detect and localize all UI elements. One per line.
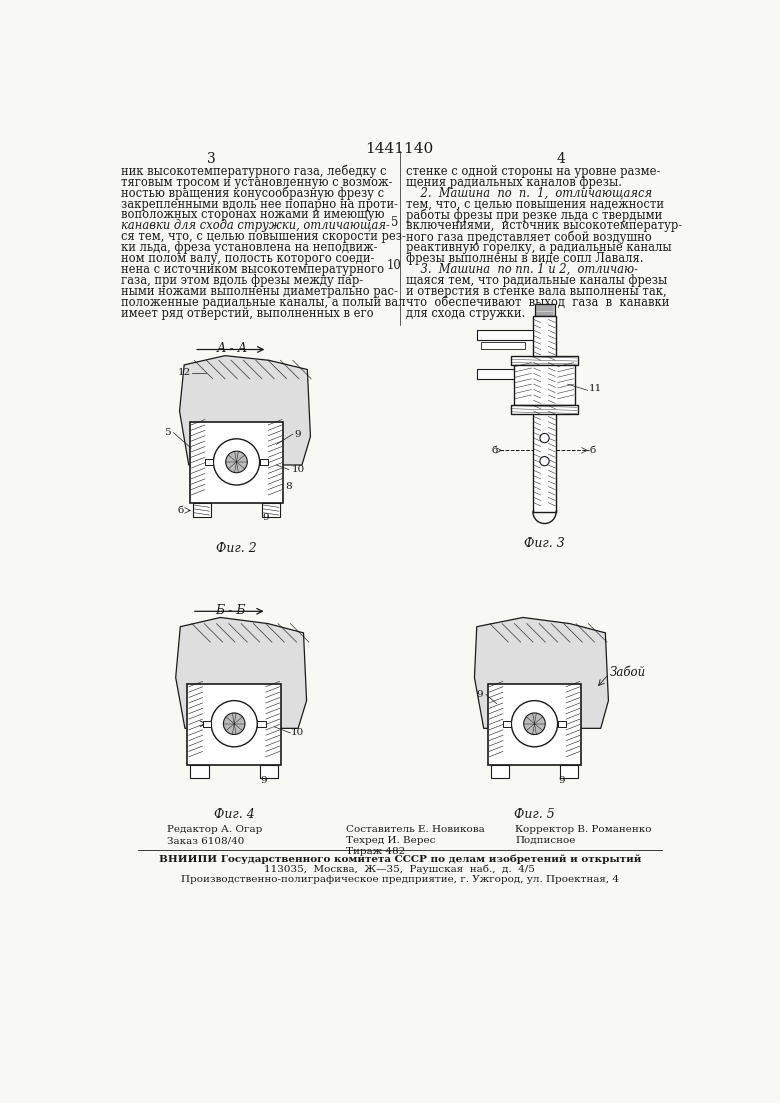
- Circle shape: [214, 439, 260, 485]
- Circle shape: [540, 433, 549, 442]
- Bar: [511, 355, 579, 365]
- Text: для схода стружки.: для схода стружки.: [406, 307, 525, 320]
- Text: 8: 8: [285, 482, 292, 491]
- Text: Подписное: Подписное: [516, 836, 576, 845]
- Text: ся тем, что, с целью повышения скорости рез-: ся тем, что, с целью повышения скорости …: [121, 231, 406, 244]
- Text: 5: 5: [391, 215, 398, 228]
- Text: имеет ряд отверстий, выполненных в его: имеет ряд отверстий, выполненных в его: [121, 307, 374, 320]
- Text: ном полом валу, полость которого соеди-: ном полом валу, полость которого соеди-: [121, 253, 374, 265]
- Text: Фиг. 2: Фиг. 2: [216, 542, 257, 555]
- Circle shape: [211, 700, 257, 747]
- Bar: [257, 720, 266, 727]
- Text: 9: 9: [261, 777, 267, 785]
- Polygon shape: [176, 618, 307, 728]
- Circle shape: [512, 700, 558, 747]
- Bar: [560, 764, 579, 779]
- Bar: [514, 365, 576, 405]
- Text: ностью вращения конусообразную фрезу с: ностью вращения конусообразную фрезу с: [121, 186, 384, 200]
- Text: Фиг. 4: Фиг. 4: [214, 808, 254, 822]
- Bar: [558, 720, 566, 727]
- Text: б: б: [177, 506, 183, 515]
- Text: ник высокотемпературного газа, лебедку с: ник высокотемпературного газа, лебедку с: [121, 164, 387, 179]
- Text: Фиг. 5: Фиг. 5: [514, 808, 555, 822]
- Text: 5: 5: [164, 428, 171, 437]
- Circle shape: [225, 451, 247, 473]
- Bar: [190, 764, 209, 779]
- Text: тем, что, с целью повышения надежности: тем, что, с целью повышения надежности: [406, 197, 664, 211]
- Text: что  обеспечивают  выход  газа  в  канавки: что обеспечивают выход газа в канавки: [406, 296, 669, 309]
- Polygon shape: [474, 618, 608, 728]
- Text: тяговым тросом и установленную с возмож-: тяговым тросом и установленную с возмож-: [121, 175, 392, 189]
- Text: воположных сторонах ножами и имеющую: воположных сторонах ножами и имеющую: [121, 208, 385, 222]
- Circle shape: [540, 457, 549, 465]
- Text: канавки для схода стружки, отличающая-: канавки для схода стружки, отличающая-: [121, 219, 390, 233]
- Text: закрепленными вдоль нее попарно на проти-: закрепленными вдоль нее попарно на проти…: [121, 197, 398, 211]
- Text: ными ножами выполнены диаметрально рас-: ными ножами выполнены диаметрально рас-: [121, 285, 398, 298]
- Text: нена с источником высокотемпературного: нена с источником высокотемпературного: [121, 264, 384, 276]
- Polygon shape: [179, 355, 310, 465]
- Text: стенке с одной стороны на уровне разме-: стенке с одной стороны на уровне разме-: [406, 164, 661, 178]
- Bar: [262, 503, 280, 516]
- Text: 9: 9: [262, 513, 269, 522]
- Text: Б - Б: Б - Б: [215, 603, 246, 617]
- Text: 9: 9: [558, 777, 565, 785]
- Bar: [488, 684, 581, 764]
- Text: Редактор А. Огар: Редактор А. Огар: [167, 825, 263, 834]
- Text: 4: 4: [557, 152, 566, 167]
- Text: 9: 9: [477, 690, 483, 699]
- Bar: [477, 330, 533, 340]
- Text: Заказ 6108/40: Заказ 6108/40: [167, 836, 245, 845]
- Bar: [481, 342, 525, 349]
- Text: ВНИИПИ Государственного комитета СССР по делам изобретений и открытий: ВНИИПИ Государственного комитета СССР по…: [158, 855, 641, 864]
- Bar: [503, 720, 512, 727]
- Bar: [187, 684, 281, 764]
- Text: Техред И. Верес: Техред И. Верес: [346, 836, 435, 845]
- Text: б: б: [491, 446, 498, 454]
- Text: ки льда, фреза установлена на неподвиж-: ки льда, фреза установлена на неподвиж-: [121, 242, 378, 254]
- Bar: [205, 459, 214, 465]
- Text: 12: 12: [178, 368, 191, 377]
- Bar: [203, 720, 211, 727]
- Text: 3.  Машина  по пп. 1 и 2,  отличаю-: 3. Машина по пп. 1 и 2, отличаю-: [406, 264, 638, 276]
- Text: Корректор В. Романенко: Корректор В. Романенко: [516, 825, 652, 834]
- Text: 11: 11: [589, 384, 602, 394]
- Circle shape: [223, 713, 245, 735]
- Text: Тираж 482: Тираж 482: [346, 847, 405, 856]
- Text: 10: 10: [291, 728, 304, 738]
- Text: щаяся тем, что радиальные каналы фрезы: щаяся тем, что радиальные каналы фрезы: [406, 274, 667, 287]
- Bar: [260, 764, 278, 779]
- Text: 9: 9: [295, 430, 301, 439]
- Text: щения радиальных каналов фрезы.: щения радиальных каналов фрезы.: [406, 175, 622, 189]
- Bar: [511, 405, 579, 415]
- Text: 10: 10: [387, 259, 402, 272]
- Circle shape: [523, 713, 545, 735]
- Text: работы фрезы при резке льда с твердыми: работы фрезы при резке льда с твердыми: [406, 208, 662, 222]
- Text: Забой: Забой: [610, 666, 646, 679]
- Text: Фиг. 3: Фиг. 3: [524, 537, 565, 549]
- Bar: [193, 503, 211, 516]
- Bar: [477, 368, 533, 378]
- Text: газа, при этом вдоль фрезы между пар-: газа, при этом вдоль фрезы между пар-: [121, 274, 363, 287]
- Text: фрезы выполнены в виде сопл Лаваля.: фрезы выполнены в виде сопл Лаваля.: [406, 253, 644, 265]
- Bar: [534, 304, 555, 317]
- Text: реактивную горелку, а радиальные каналы: реактивную горелку, а радиальные каналы: [406, 242, 672, 254]
- Bar: [533, 317, 556, 512]
- Bar: [190, 421, 283, 503]
- Text: 3: 3: [207, 152, 215, 167]
- Text: б: б: [590, 446, 596, 454]
- Bar: [260, 459, 268, 465]
- Text: включениями,  источник высокотемператур-: включениями, источник высокотемператур-: [406, 219, 682, 233]
- Text: 113035,  Москва,  Ж—35,  Раушская  наб.,  д.  4/5: 113035, Москва, Ж—35, Раушская наб., д. …: [264, 865, 535, 875]
- Bar: [491, 764, 509, 779]
- Text: положенные радиальные каналы, а полый вал: положенные радиальные каналы, а полый ва…: [121, 296, 406, 309]
- Text: Составитель Е. Новикова: Составитель Е. Новикова: [346, 825, 484, 834]
- Text: 1441140: 1441140: [366, 141, 434, 156]
- Text: 10: 10: [292, 465, 305, 474]
- Text: ного газа представляет собой воздушно: ного газа представляет собой воздушно: [406, 231, 651, 244]
- Text: Производственно-полиграфическое предприятие, г. Ужгород, ул. Проектная, 4: Производственно-полиграфическое предприя…: [181, 875, 619, 884]
- Text: и отверстия в стенке вала выполнены так,: и отверстия в стенке вала выполнены так,: [406, 285, 667, 298]
- Text: А - А: А - А: [217, 342, 248, 355]
- Text: 2.  Машина  по  п.  1,  отличающаяся: 2. Машина по п. 1, отличающаяся: [406, 186, 652, 200]
